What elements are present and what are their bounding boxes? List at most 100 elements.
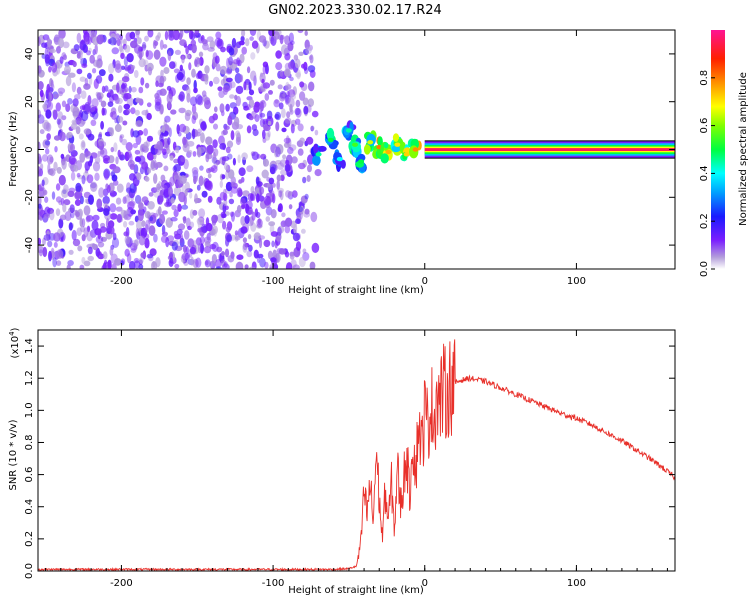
noise-speckle: [306, 175, 311, 182]
noise-speckle: [178, 123, 187, 133]
noise-speckle: [178, 68, 186, 78]
noise-speckle: [194, 175, 198, 182]
noise-speckle: [189, 192, 193, 199]
noise-speckle: [170, 216, 178, 222]
transition-blob-core: [358, 159, 365, 164]
noise-speckle: [166, 93, 173, 104]
noise-speckle: [242, 243, 248, 253]
noise-speckle: [223, 192, 228, 202]
noise-speckle: [43, 121, 51, 132]
noise-speckle: [123, 210, 128, 220]
noise-speckle: [110, 146, 115, 153]
x-tick-label: -100: [262, 276, 285, 287]
noise-speckle: [264, 261, 269, 269]
noise-speckle: [274, 147, 279, 158]
noise-speckle: [303, 48, 309, 56]
noise-speckle: [121, 76, 130, 83]
noise-speckle: [46, 93, 50, 103]
noise-speckle: [222, 220, 227, 230]
noise-speckle: [294, 58, 301, 69]
noise-speckle: [83, 260, 91, 267]
y-tick-label: 0.6: [24, 467, 35, 483]
noise-speckle: [275, 121, 280, 132]
noise-speckle: [102, 195, 110, 205]
noise-speckle: [234, 94, 238, 101]
noise-speckle: [79, 50, 83, 61]
noise-speckle: [157, 206, 162, 216]
noise-speckle: [158, 195, 164, 203]
noise-speckle: [55, 196, 62, 203]
noise-speckle: [79, 105, 85, 110]
noise-speckle: [289, 103, 293, 113]
noise-speckle: [70, 171, 76, 181]
noise-speckle: [115, 206, 123, 212]
noise-speckle: [135, 228, 140, 239]
noise-speckle: [215, 266, 223, 269]
noise-speckle: [147, 30, 154, 38]
colorbar: 0.0 0.2 0.4 0.6 0.8 Normalized spectral ampl…: [699, 30, 749, 277]
noise-speckle: [144, 35, 149, 42]
noise-speckle: [170, 109, 177, 115]
noise-speckle: [215, 63, 221, 72]
transition-blob: [383, 142, 389, 149]
noise-speckle: [176, 124, 180, 135]
noise-speckle: [124, 92, 132, 100]
snr-line: [38, 339, 675, 571]
noise-speckle: [47, 240, 53, 248]
noise-speckle: [147, 201, 155, 210]
noise-speckle: [56, 260, 62, 266]
noise-speckle: [74, 199, 81, 207]
noise-speckle: [238, 179, 243, 184]
noise-speckle: [117, 116, 124, 123]
noise-speckle: [138, 86, 144, 94]
noise-speckle: [63, 199, 71, 206]
noise-speckle: [87, 36, 92, 45]
noise-speckle: [239, 74, 244, 83]
noise-speckle: [124, 235, 131, 245]
noise-speckle: [236, 205, 242, 214]
noise-speckle: [245, 38, 250, 47]
snr-marks: [38, 339, 675, 571]
noise-speckle: [198, 175, 204, 187]
noise-speckle: [154, 186, 161, 193]
noise-speckle: [120, 52, 125, 60]
noise-speckle: [107, 259, 112, 269]
noise-speckle: [167, 30, 174, 39]
noise-speckle: [114, 96, 120, 104]
noise-speckle: [86, 50, 91, 56]
noise-speckle: [228, 47, 235, 56]
transition-blob-core: [345, 128, 352, 133]
noise-speckle: [255, 188, 261, 196]
noise-speckle: [58, 218, 64, 229]
noise-speckle: [132, 130, 140, 138]
noise-speckle: [188, 62, 192, 71]
noise-speckle: [53, 161, 58, 171]
noise-speckle: [191, 43, 197, 54]
noise-speckle: [233, 116, 240, 127]
x-tick-label: -200: [110, 276, 133, 287]
noise-speckle: [58, 91, 63, 97]
noise-speckle: [122, 196, 127, 204]
noise-speckle: [189, 221, 195, 229]
noise-speckle: [205, 136, 213, 145]
noise-speckle: [38, 166, 42, 177]
noise-speckle: [230, 186, 238, 194]
noise-speckle: [177, 223, 186, 231]
noise-speckle: [94, 43, 98, 55]
noise-speckle: [84, 77, 89, 87]
noise-speckle: [103, 169, 110, 181]
noise-speckle: [181, 204, 189, 210]
noise-speckle: [143, 128, 149, 137]
noise-speckle: [156, 209, 161, 216]
noise-speckle: [221, 156, 230, 162]
noise-speckle: [55, 102, 61, 112]
noise-speckle: [71, 119, 78, 125]
noise-speckle: [81, 218, 86, 228]
y-tick-label: 40: [24, 48, 35, 61]
noise-speckle: [193, 87, 198, 94]
noise-speckle: [194, 193, 198, 204]
noise-speckle: [219, 143, 227, 150]
noise-speckle: [134, 215, 139, 223]
noise-speckle: [48, 66, 52, 73]
noise-speckle: [228, 198, 235, 205]
